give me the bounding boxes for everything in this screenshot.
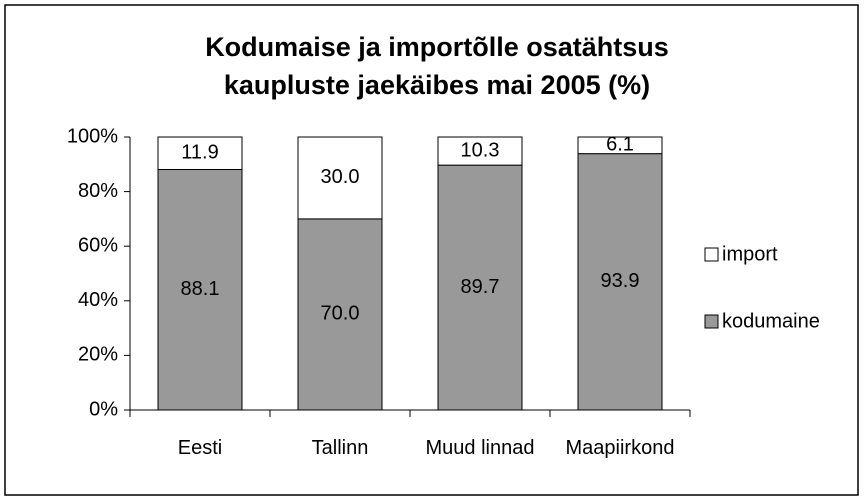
data-label: 89.7 (461, 276, 500, 298)
x-tick-label: Tallinn (311, 437, 369, 459)
bar-segment (297, 136, 383, 220)
data-label: 10.3 (461, 139, 500, 161)
legend-label: import (722, 243, 778, 265)
x-tick-label: Maapiirkond (565, 437, 675, 459)
legend-swatch (704, 247, 719, 262)
y-tick-label: 0% (89, 398, 118, 420)
y-tick-label: 20% (78, 344, 118, 366)
y-tick-label: 60% (78, 234, 118, 256)
data-label: 30.0 (321, 166, 360, 188)
bar-segment (437, 136, 523, 166)
bar-segment (157, 136, 243, 170)
y-tick-label: 80% (78, 180, 118, 202)
bar-segment (577, 136, 663, 155)
x-tick-label: Muud linnad (425, 437, 535, 459)
legend-label: kodumaine (722, 310, 820, 332)
bar-segment (437, 164, 523, 411)
data-label: 88.1 (181, 278, 220, 300)
y-tick-label: 100% (67, 125, 118, 147)
data-label: 93.9 (601, 270, 640, 292)
y-tick-label: 40% (78, 289, 118, 311)
data-label: 11.9 (181, 142, 218, 164)
bar-segment (157, 168, 243, 411)
legend-swatch (704, 314, 719, 329)
chart-title: Kodumaise ja importõlle osatähtsus kaupl… (205, 32, 669, 100)
data-label: 6.1 (606, 134, 634, 156)
bar-segment (577, 153, 663, 411)
x-tick-label: Eesti (177, 437, 223, 459)
data-label: 70.0 (321, 303, 360, 325)
bar-segment (297, 218, 383, 411)
chart-border (4, 4, 859, 496)
